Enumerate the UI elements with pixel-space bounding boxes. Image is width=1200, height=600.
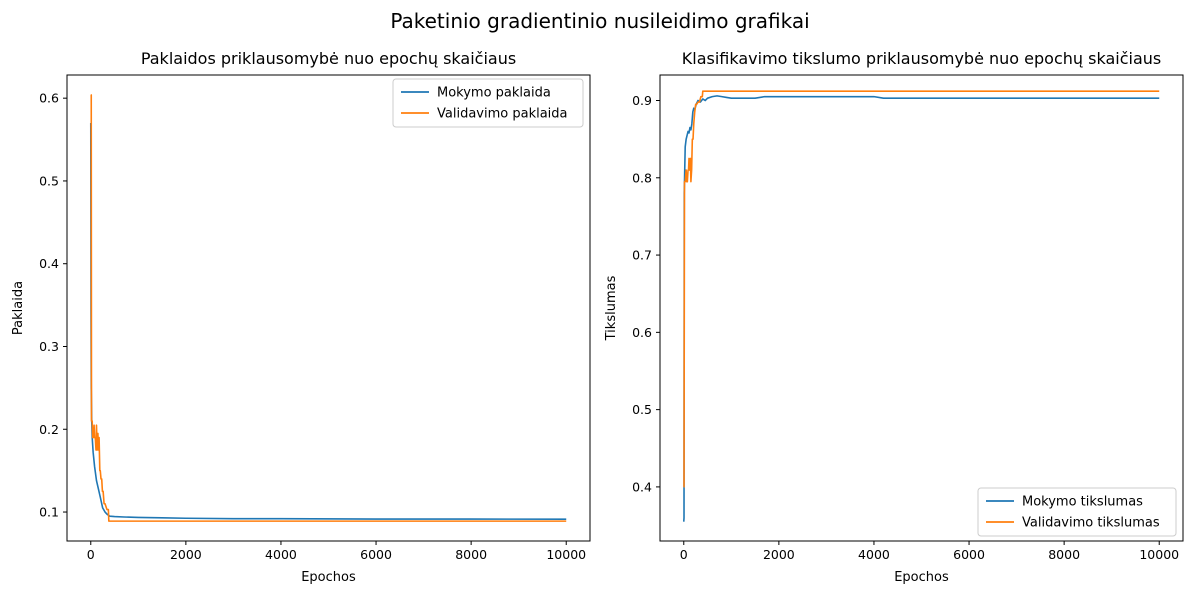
loss-chart-title: Paklaidos priklausomybė nuo epochų skaič…	[141, 49, 516, 68]
loss-panel: Paklaidos priklausomybė nuo epochų skaič…	[11, 49, 591, 585]
loss-x-axis-label: Epochos	[301, 570, 356, 585]
accuracy-legend: Mokymo tikslumas Validavimo tikslumas	[977, 487, 1177, 537]
loss-legend-label: Validavimo paklaida	[437, 107, 568, 122]
accuracy-x-tick-label: 4000	[858, 547, 890, 562]
accuracy-x-tick-label: 10000	[1139, 547, 1179, 562]
loss-y-tick-label: 0.1	[39, 505, 59, 520]
accuracy-y-axis-label: Tikslumas	[604, 275, 619, 341]
accuracy-series-line-validation	[683, 90, 1160, 488]
accuracy-panel: Klasifikavimo tikslumo priklausomybė nuo…	[604, 49, 1184, 585]
loss-y-tick-label: 0.3	[39, 339, 59, 354]
loss-y-axis-label: Paklaida	[11, 281, 26, 335]
loss-x-tick-label: 2000	[170, 547, 202, 562]
accuracy-y-tick-label: 0.5	[632, 402, 652, 417]
accuracy-y-tick-label: 0.9	[632, 93, 652, 108]
loss-x-tick-label: 0	[87, 547, 95, 562]
accuracy-legend-label: Validavimo tikslumas	[1022, 516, 1160, 531]
accuracy-chart-title: Klasifikavimo tikslumo priklausomybė nuo…	[682, 49, 1161, 68]
accuracy-y-tick-label: 0.8	[632, 170, 652, 185]
accuracy-x-tick-label: 2000	[763, 547, 795, 562]
loss-y-tick-label: 0.5	[39, 173, 59, 188]
accuracy-x-tick-label: 6000	[953, 547, 985, 562]
loss-series-line-validation	[90, 94, 567, 522]
loss-legend: Mokymo paklaida Validavimo paklaida	[392, 78, 584, 128]
loss-y-tick-label: 0.2	[39, 422, 59, 437]
loss-x-tick-label: 4000	[265, 547, 297, 562]
accuracy-y-tick-label: 0.6	[632, 325, 652, 340]
accuracy-y-tick-label: 0.7	[632, 248, 652, 263]
loss-legend-box	[392, 78, 584, 128]
accuracy-x-axis-label: Epochos	[894, 570, 949, 585]
accuracy-axes-frame	[659, 74, 1184, 542]
loss-y-tick-label: 0.6	[39, 91, 59, 106]
accuracy-x-tick-label: 0	[680, 547, 688, 562]
loss-x-tick-label: 10000	[546, 547, 586, 562]
accuracy-legend-box	[977, 487, 1177, 537]
loss-series-line-train	[89, 123, 567, 521]
loss-x-tick-label: 6000	[360, 547, 392, 562]
accuracy-x-tick-label: 8000	[1048, 547, 1080, 562]
loss-x-tick-label: 8000	[455, 547, 487, 562]
figure-suptitle: Paketinio gradientinio nusileidimo grafi…	[390, 9, 809, 33]
accuracy-y-tick-label: 0.4	[632, 479, 652, 494]
accuracy-legend-label: Mokymo tikslumas	[1022, 495, 1143, 510]
loss-y-tick-label: 0.4	[39, 256, 59, 271]
loss-legend-label: Mokymo paklaida	[437, 86, 551, 101]
accuracy-series-line-train	[682, 95, 1160, 522]
loss-axes-frame	[66, 74, 591, 542]
